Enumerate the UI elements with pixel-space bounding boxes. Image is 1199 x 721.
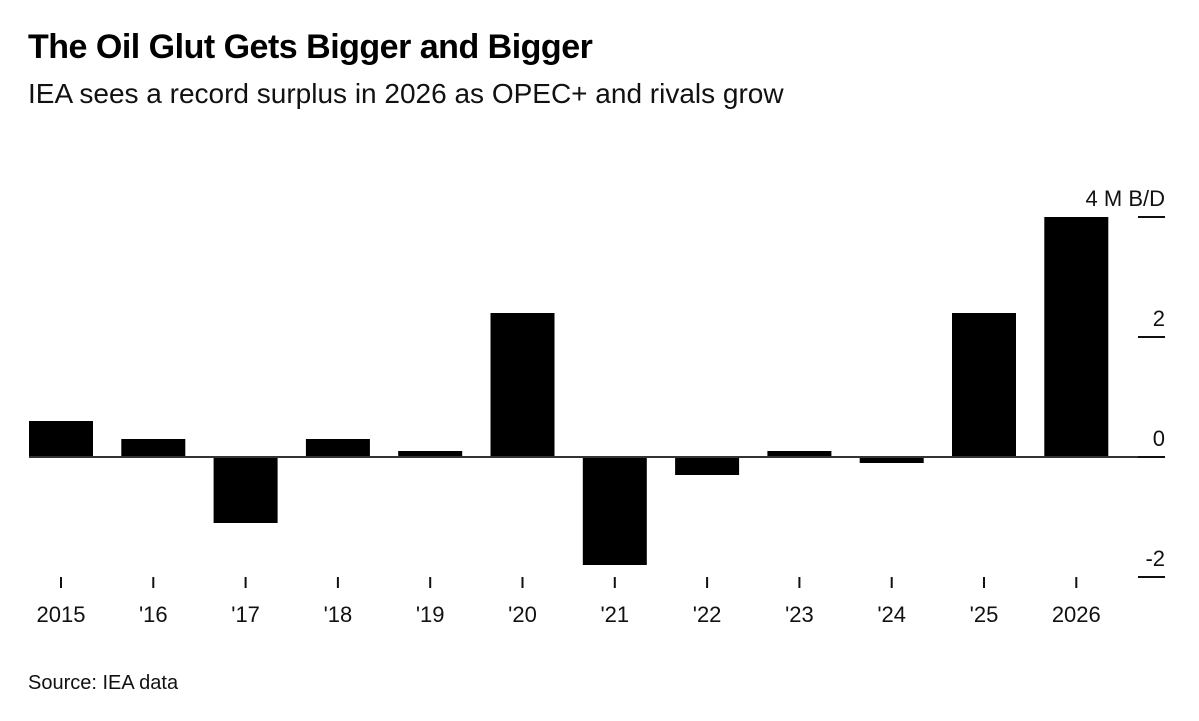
y-tick-label: 4 M B/D [1086, 186, 1165, 211]
bar-23 [767, 451, 832, 457]
x-tick-label: '25 [970, 602, 999, 627]
x-tick-label: '21 [600, 602, 629, 627]
x-axis: 2015 '16 '17 '18 '19 '20 '21 '22 '23 '24 '25 2026 [37, 577, 1101, 627]
bar-2026 [1044, 217, 1109, 457]
y-axis: 4 M B/D 2 0 -2 [1086, 186, 1165, 578]
bar-20 [490, 313, 555, 457]
bar-22 [675, 457, 740, 475]
bar-2015 [29, 421, 93, 457]
bar-17 [213, 457, 278, 523]
bar-25 [952, 313, 1016, 457]
x-tick-label: '17 [231, 602, 260, 627]
bar-19 [398, 451, 463, 457]
x-tick-label: '22 [693, 602, 722, 627]
bars-group [29, 217, 1109, 565]
y-tick-label: 0 [1153, 426, 1165, 451]
x-tick-label: 2015 [37, 602, 86, 627]
bar-16 [121, 439, 186, 457]
x-tick-label: 2026 [1052, 602, 1101, 627]
x-tick-label: '23 [785, 602, 814, 627]
chart-subtitle: IEA sees a record surplus in 2026 as OPE… [28, 78, 784, 109]
source-note: Source: IEA data [28, 672, 179, 694]
x-tick-label: '20 [508, 602, 537, 627]
x-tick-label: '18 [324, 602, 353, 627]
x-tick-label: '19 [416, 602, 445, 627]
y-tick-label: 2 [1153, 306, 1165, 331]
bar-21 [582, 457, 647, 565]
x-tick-label: '16 [139, 602, 168, 627]
x-tick-label: '24 [877, 602, 906, 627]
bar-24 [859, 457, 924, 463]
chart-title: The Oil Glut Gets Bigger and Bigger [28, 28, 593, 66]
bar-18 [305, 439, 370, 457]
y-tick-label: -2 [1145, 546, 1165, 571]
